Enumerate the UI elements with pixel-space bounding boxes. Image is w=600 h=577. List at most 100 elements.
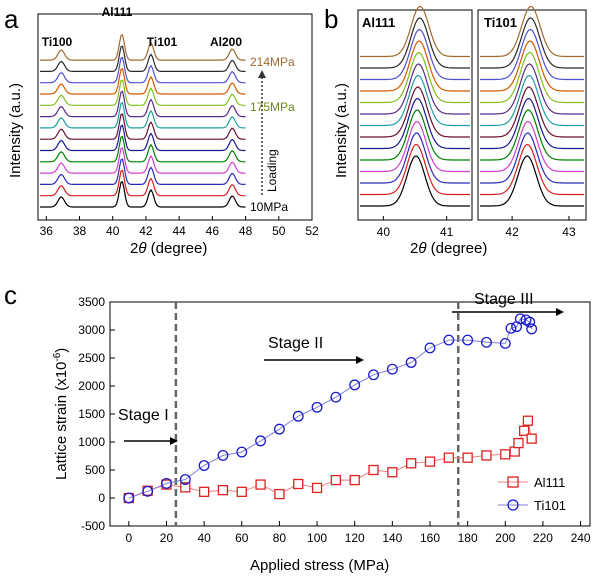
panel-c-ylabel: Lattice strain (x10-6) xyxy=(52,348,70,480)
panel-c-axes: 0 20 40 60 80 100 120 140 160 180 200 220 240 -500 0 50… xyxy=(78,295,591,545)
panel-a-xtick-label: 40 xyxy=(106,224,120,238)
point-ti101 xyxy=(311,401,323,413)
point-al111 xyxy=(198,486,210,497)
point-ti101 xyxy=(443,334,455,346)
panel-b-spectrum xyxy=(480,51,584,104)
legend-ti101-marker xyxy=(507,499,519,511)
panel-b-xtick-label: 43 xyxy=(562,225,576,239)
legend-ti101-label: Ti101 xyxy=(534,498,566,513)
panel-a-spectrum xyxy=(40,158,246,185)
point-al111 xyxy=(368,464,379,476)
panel-b-xtick-label: 42 xyxy=(505,225,519,239)
panel-b-spectrum xyxy=(480,17,584,69)
panel-a-spectrum xyxy=(40,180,246,208)
panel-b-spectrum xyxy=(480,144,584,196)
point-al111 xyxy=(526,433,537,444)
point-ti101 xyxy=(424,342,436,354)
panel-a-spectrum xyxy=(40,67,246,95)
panel-a-xtick-label: 50 xyxy=(272,224,286,238)
panel-c-ytick-label: 0 xyxy=(98,491,105,505)
point-al111 xyxy=(311,482,323,494)
point-ti101 xyxy=(236,446,248,458)
stage-3-label: Stage III xyxy=(474,291,534,308)
label-10mpa: 10MPa xyxy=(250,200,288,214)
point-ti101 xyxy=(499,337,511,349)
point-ti101 xyxy=(514,313,526,325)
panel-b-spectrum xyxy=(360,63,470,115)
panel-b-spectrum xyxy=(480,109,584,161)
panel-a-peak-label: Al200 xyxy=(210,35,242,49)
panel-b-spectrum xyxy=(480,86,584,138)
panel-c-ytick-label: 1000 xyxy=(78,435,105,449)
panel-c-ytick-label: 2500 xyxy=(78,351,105,365)
panel-c-xtick-label: 140 xyxy=(382,531,402,545)
panel-b-xlabel: 2θ (degree) xyxy=(410,240,487,257)
point-al111 xyxy=(518,425,530,436)
point-ti101 xyxy=(505,322,517,334)
panel-b-spectrum xyxy=(360,132,470,184)
panel-b-spectrum xyxy=(360,98,470,150)
panel-b-right-title: Ti101 xyxy=(484,15,517,30)
stage-2-arrow-head xyxy=(356,356,364,364)
panel-b-spectrum xyxy=(360,109,470,161)
panel-b-spectrum xyxy=(360,51,470,104)
point-ti101 xyxy=(292,410,304,422)
panel-b-xtick-label: 40 xyxy=(377,225,391,239)
point-ti101 xyxy=(179,474,191,485)
point-al111 xyxy=(462,452,473,463)
point-al111 xyxy=(387,467,398,478)
panel-b-spectrum xyxy=(360,17,470,69)
point-ti101 xyxy=(217,449,229,461)
panel-b-xticks: 40 41 42 43 xyxy=(377,216,576,239)
panel-c-xtick-label: 40 xyxy=(197,531,211,545)
panel-b-spectrum xyxy=(480,40,584,92)
point-ti101 xyxy=(524,316,536,328)
panel-b-spectrum xyxy=(360,29,470,81)
panel-a-spectrum xyxy=(40,90,246,118)
panel-c-ytick-label: 3500 xyxy=(78,295,105,309)
point-al111 xyxy=(255,479,266,490)
panel-c-xtick-label: 80 xyxy=(273,531,287,545)
panel-a-spectrum xyxy=(40,101,246,129)
panel-b-left-frame xyxy=(357,9,473,221)
panel-a-xtick-label: 48 xyxy=(239,224,253,238)
panel-b-spectrum xyxy=(480,132,584,184)
point-al111 xyxy=(522,415,534,426)
panel-a-spectrum xyxy=(40,45,246,72)
point-al111 xyxy=(443,452,454,463)
panel-b-letter: b xyxy=(324,4,338,34)
panel-a-peak-labels: Ti100 Al111 Ti101 Al200 xyxy=(42,5,243,49)
panel-c-xtick-label: 220 xyxy=(533,531,553,545)
stage-2-label: Stage II xyxy=(268,335,323,352)
series-line-ti101 xyxy=(128,318,533,499)
panel-c-series xyxy=(123,313,538,504)
panel-b-spectrum xyxy=(480,5,584,58)
panel-b-spectrum xyxy=(360,120,470,173)
panel-a-ylabel: Intensity (a.u.) xyxy=(7,83,24,178)
point-ti101 xyxy=(481,336,492,348)
panel-c-ytick-label: 1500 xyxy=(78,407,105,421)
panel-b-ylabel: Intensity (a.u.) xyxy=(333,83,350,178)
panel-c-ytick-label: -500 xyxy=(81,519,105,533)
point-ti101 xyxy=(349,379,361,391)
legend-al111-marker xyxy=(507,476,519,488)
panel-b-spectrum xyxy=(480,74,584,127)
panel-a-xtick-label: 42 xyxy=(139,224,153,238)
panel-a-xtick-label: 52 xyxy=(305,224,319,238)
panel-a-spectrum xyxy=(40,79,246,106)
panel-b-spectrum xyxy=(360,143,470,196)
panel-a-xtick-label: 44 xyxy=(172,224,186,238)
panel-a-letter: a xyxy=(4,4,19,34)
panel-a-xlabel: 2θ (degree) xyxy=(130,240,207,257)
point-al111 xyxy=(481,450,492,461)
panel-b-right-frame xyxy=(477,9,587,221)
point-al111 xyxy=(406,458,417,469)
point-al111 xyxy=(349,474,360,486)
panel-c-letter: c xyxy=(4,280,17,310)
point-ti101 xyxy=(123,492,135,504)
point-al111 xyxy=(274,488,285,500)
point-ti101 xyxy=(368,369,379,381)
panel-c-xtick-label: 160 xyxy=(420,531,440,545)
panel-c-xlabel: Applied stress (MPa) xyxy=(250,557,389,574)
